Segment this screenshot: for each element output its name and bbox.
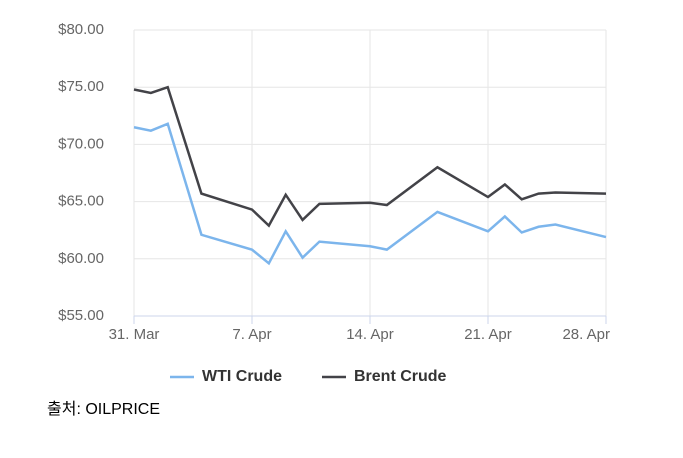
x-tick-label: 21. Apr (464, 326, 512, 343)
y-tick-label: $70.00 (58, 135, 104, 152)
y-tick-label: $80.00 (58, 21, 104, 38)
series-line (133, 122, 607, 266)
legend-label: Brent Crude (354, 368, 447, 385)
y-tick-label: $75.00 (58, 78, 104, 95)
source: 출처: OILPRICE (47, 400, 160, 418)
series-line (133, 85, 607, 228)
x-tick-label: 31. Mar (109, 326, 160, 343)
y-tick-label: $65.00 (58, 193, 104, 210)
x-tick-label: 28. Apr (562, 326, 610, 343)
y-tick-label: $60.00 (58, 250, 104, 267)
x-tick-label: 7. Apr (232, 326, 271, 343)
y-tick-label: $55.00 (58, 307, 104, 324)
x-tick-label: 14. Apr (346, 326, 394, 343)
legend-label: WTI Crude (202, 368, 282, 385)
